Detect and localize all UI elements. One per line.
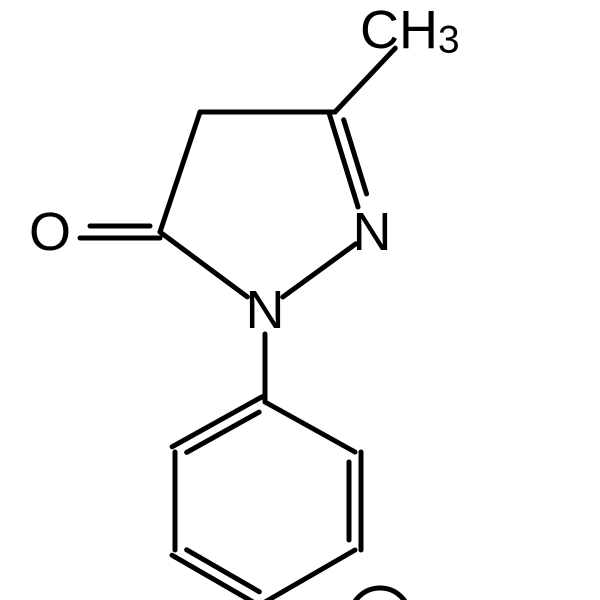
bonds-group — [80, 48, 395, 600]
atom-label-o: O — [29, 202, 71, 262]
atom-labels-group: O CH3 N N — [29, 0, 460, 340]
atom-label-n2: N — [353, 202, 392, 262]
atom-label-ch3: CH3 — [360, 0, 460, 61]
chemical-structure-diagram: O CH3 N N — [0, 0, 600, 600]
atom-label-n1: N — [246, 280, 285, 340]
extra-shapes-group — [350, 588, 410, 600]
cropped-arc — [350, 588, 410, 600]
